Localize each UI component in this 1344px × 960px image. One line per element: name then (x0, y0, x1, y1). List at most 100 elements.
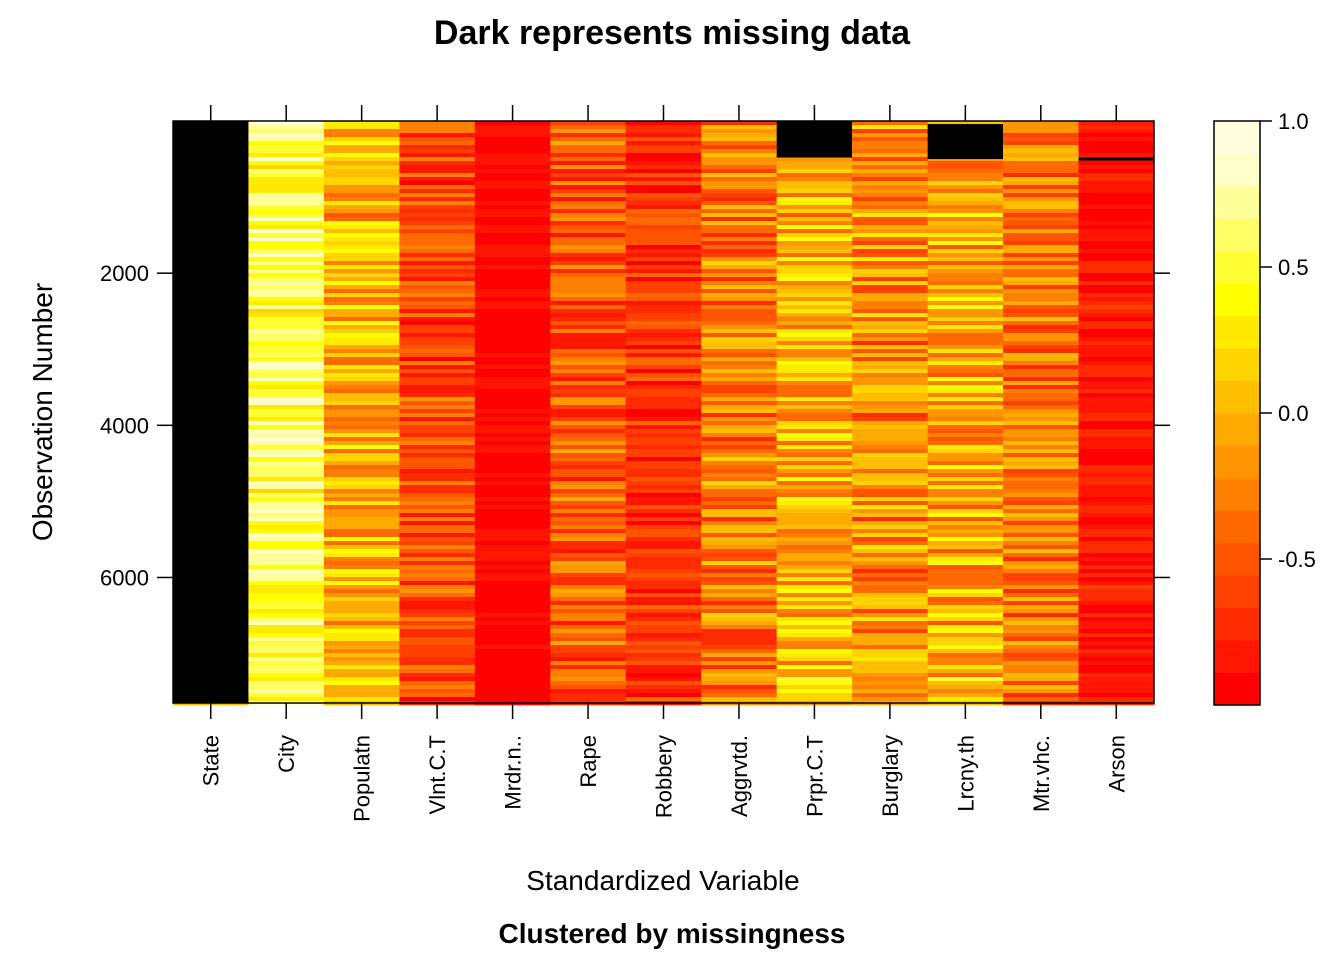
heatmap-cell (399, 429, 476, 434)
heatmap-cell (550, 381, 627, 386)
heatmap-cell (776, 169, 853, 174)
heatmap-cell (248, 657, 325, 662)
heatmap-cell (248, 345, 325, 350)
heatmap-cell (248, 393, 325, 398)
heatmap-cell (1003, 133, 1080, 138)
heatmap-cell (1078, 449, 1155, 454)
heatmap-cell (927, 301, 1004, 306)
colorbar-tick-label: 0.0 (1278, 401, 1309, 426)
heatmap-cell (550, 585, 627, 590)
heatmap-cell (1078, 585, 1155, 590)
heatmap-cell (323, 333, 400, 338)
heatmap-cell (625, 649, 702, 654)
heatmap-cell (776, 621, 853, 626)
heatmap-cell (474, 229, 551, 234)
heatmap-cell (625, 493, 702, 498)
heatmap-cell (776, 441, 853, 446)
heatmap-cell (248, 641, 325, 646)
heatmap-cell (550, 581, 627, 586)
heatmap-cell (701, 665, 778, 670)
heatmap-cell (399, 477, 476, 482)
heatmap-cell (1003, 433, 1080, 438)
heatmap-cell (248, 341, 325, 346)
heatmap-cell (474, 165, 551, 170)
heatmap-cell (248, 237, 325, 242)
heatmap-cell (701, 509, 778, 514)
heatmap-cell (550, 177, 627, 182)
heatmap-cell (550, 509, 627, 514)
heatmap-cell (248, 449, 325, 454)
heatmap-cell (323, 685, 400, 690)
heatmap-cell (474, 697, 551, 702)
heatmap-cell (550, 477, 627, 482)
heatmap-cell (474, 569, 551, 574)
heatmap-cell (248, 229, 325, 234)
heatmap-cell (625, 605, 702, 610)
heatmap-cell (776, 517, 853, 522)
heatmap-cell (550, 621, 627, 626)
heatmap-cell (474, 213, 551, 218)
heatmap-cell (248, 425, 325, 430)
heatmap-cell (776, 557, 853, 562)
heatmap-cell (927, 285, 1004, 290)
heatmap-cell (927, 297, 1004, 302)
heatmap-cell (550, 185, 627, 190)
heatmap-cell (776, 513, 853, 518)
heatmap-cell (701, 141, 778, 146)
heatmap-column-mrdr-n- (474, 121, 551, 706)
heatmap-cell (1078, 473, 1155, 478)
heatmap-cell (550, 497, 627, 502)
heatmap-cell (399, 601, 476, 606)
heatmap-cell (625, 265, 702, 270)
heatmap-cell (248, 605, 325, 610)
heatmap-cell (701, 673, 778, 678)
heatmap-cell (550, 341, 627, 346)
heatmap-cell (323, 173, 400, 178)
heatmap-cell (776, 409, 853, 414)
heatmap-cell (1078, 177, 1155, 182)
heatmap-cell (625, 305, 702, 310)
heatmap-cell (550, 357, 627, 362)
heatmap-cell (1003, 249, 1080, 254)
heatmap-cell (474, 377, 551, 382)
heatmap-cell (399, 165, 476, 170)
heatmap-cell (474, 169, 551, 174)
heatmap-cell (248, 417, 325, 422)
heatmap-cell (852, 573, 929, 578)
heatmap-cell (927, 317, 1004, 322)
heatmap-cell (776, 165, 853, 170)
heatmap-cell (323, 249, 400, 254)
heatmap-cell (399, 621, 476, 626)
heatmap-cell (1003, 553, 1080, 558)
heatmap-cell (701, 393, 778, 398)
heatmap-cell (1003, 545, 1080, 550)
heatmap-cell (776, 497, 853, 502)
heatmap-cell (474, 477, 551, 482)
heatmap-cell (550, 629, 627, 634)
heatmap-cell (701, 677, 778, 682)
heatmap-cell (248, 413, 325, 418)
heatmap-cell (248, 609, 325, 614)
heatmap-cell (927, 313, 1004, 318)
heatmap-cell (852, 237, 929, 242)
heatmap-cell (852, 637, 929, 642)
heatmap-cell (701, 373, 778, 378)
heatmap-cell (927, 193, 1004, 198)
heatmap-cell (323, 501, 400, 506)
heatmap-cell (1078, 697, 1155, 702)
heatmap-cell (1003, 657, 1080, 662)
heatmap-cell (474, 541, 551, 546)
heatmap-cell (399, 657, 476, 662)
heatmap-cell (852, 161, 929, 166)
heatmap-cell (625, 393, 702, 398)
heatmap-cell (701, 217, 778, 222)
heatmap-cell (852, 529, 929, 534)
heatmap-cell (399, 217, 476, 222)
heatmap-cell (323, 301, 400, 306)
heatmap-cell (1078, 525, 1155, 530)
colorbar-swatch (1214, 218, 1260, 252)
heatmap-cell (701, 205, 778, 210)
heatmap-cell (248, 265, 325, 270)
heatmap-cell (474, 145, 551, 150)
heatmap-cell (399, 169, 476, 174)
